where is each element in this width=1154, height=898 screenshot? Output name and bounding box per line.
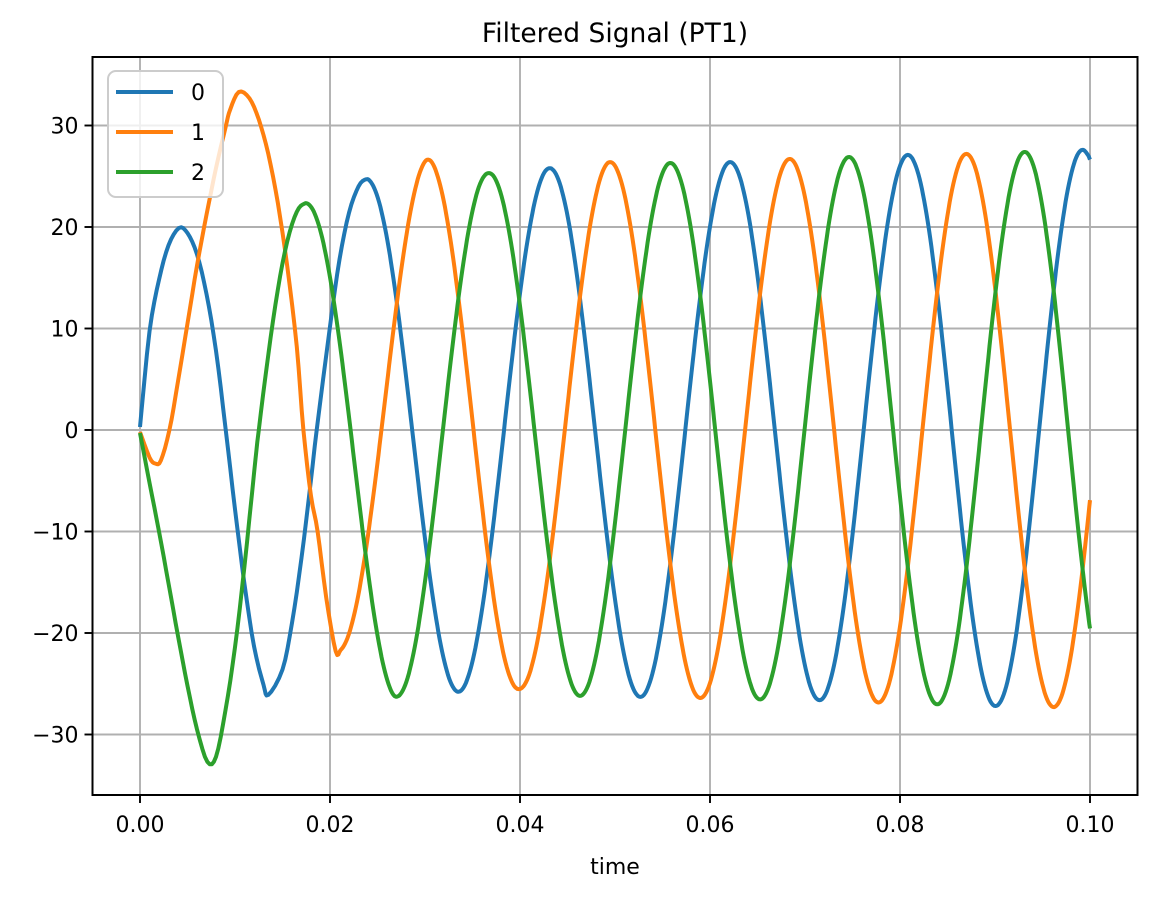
legend-item-0: 0 (116, 81, 205, 106)
y-tick-label: 30 (51, 115, 79, 140)
x-axis-label: time (590, 855, 640, 880)
legend-box: 0 1 2 (107, 70, 224, 198)
chart-title: Filtered Signal (PT1) (482, 18, 748, 49)
legend-label-0: 0 (191, 81, 205, 106)
y-tick-label: 20 (51, 216, 79, 241)
x-tick-label: 0.04 (496, 813, 545, 838)
series-line-1 (138, 89, 1092, 710)
x-tick-label: 0.08 (876, 813, 925, 838)
y-tick-label: 10 (51, 318, 79, 343)
ticks-layer (84, 124, 1091, 803)
y-tick-label: 0 (65, 419, 79, 444)
x-tick-label: 0.00 (116, 813, 165, 838)
legend-label-2: 2 (191, 161, 205, 186)
y-tick-label: −10 (32, 521, 78, 546)
x-tick-label: 0.06 (686, 813, 735, 838)
series-line-2 (138, 150, 1092, 767)
series-line-0 (138, 147, 1092, 708)
curves-layer (138, 89, 1092, 767)
tick-labels-layer: 0.00 0.02 0.04 0.06 0.08 0.10 30 20 10 0 −10 −20 −30 (32, 115, 1114, 839)
x-tick-label: 0.10 (1066, 813, 1115, 838)
legend-item-1: 1 (116, 121, 205, 146)
legend-label-1: 1 (191, 121, 205, 146)
x-tick-label: 0.02 (306, 813, 355, 838)
y-tick-label: −30 (32, 724, 78, 749)
legend-item-2: 2 (116, 161, 205, 186)
gridlines-layer (92, 57, 1138, 795)
y-tick-label: −20 (32, 622, 78, 647)
plot-area-border (91, 56, 1139, 796)
